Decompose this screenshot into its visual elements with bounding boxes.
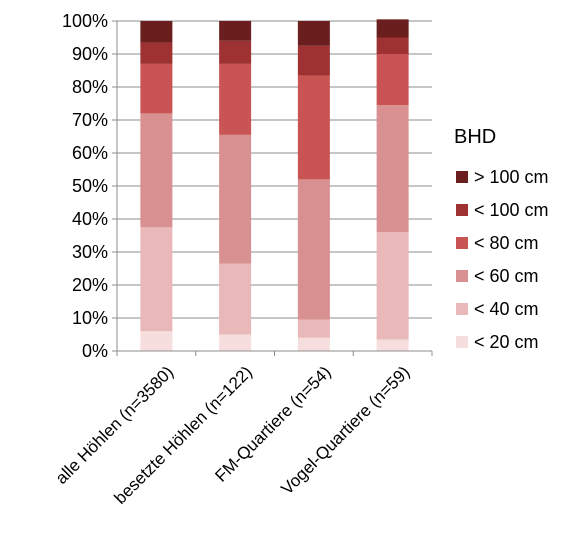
bar-segment xyxy=(219,263,252,335)
y-tick-label: 60% xyxy=(72,143,108,163)
bar-segment xyxy=(297,75,330,180)
bar-segment xyxy=(376,37,409,54)
bar-segment xyxy=(219,334,252,351)
bar-segment xyxy=(140,63,173,114)
legend-label: < 40 cm xyxy=(474,299,539,319)
bar-segment xyxy=(219,40,252,64)
y-tick-label: 20% xyxy=(72,275,108,295)
bar-segment xyxy=(297,319,330,338)
y-tick-label: 90% xyxy=(72,44,108,64)
bar-segment xyxy=(376,232,409,340)
bar-segment xyxy=(376,54,409,106)
bar-segment xyxy=(140,42,173,64)
legend-label: < 80 cm xyxy=(474,233,539,253)
legend-title: BHD xyxy=(454,126,496,148)
bar-segment xyxy=(376,19,409,38)
bar-segment xyxy=(297,21,330,46)
legend-swatch xyxy=(456,270,468,282)
y-tick-label: 80% xyxy=(72,77,108,97)
y-tick-label: 70% xyxy=(72,110,108,130)
legend-swatch xyxy=(456,237,468,249)
bar-segment xyxy=(297,337,330,351)
bar-segment xyxy=(140,227,173,332)
y-tick-label: 40% xyxy=(72,209,108,229)
legend-label: < 100 cm xyxy=(474,200,549,220)
x-category-label: Vogel-Quartiere (n=59) xyxy=(277,362,413,498)
y-tick-label: 30% xyxy=(72,242,108,262)
bar-segment xyxy=(297,179,330,320)
legend-swatch xyxy=(456,171,468,183)
legend-swatch xyxy=(456,336,468,348)
bar-segment xyxy=(140,331,173,351)
bars xyxy=(140,19,409,351)
bar-segment xyxy=(219,134,252,264)
bar-segment xyxy=(219,21,252,41)
bar-segment xyxy=(376,339,409,351)
y-tick-label: 0% xyxy=(82,341,108,361)
legend-label: < 20 cm xyxy=(474,332,539,352)
bar-segment xyxy=(297,45,330,76)
y-tick-label: 100% xyxy=(62,11,108,31)
legend-swatch xyxy=(456,204,468,216)
y-tick-label: 10% xyxy=(72,308,108,328)
legend-label: < 60 cm xyxy=(474,266,539,286)
bar-segment xyxy=(140,113,173,228)
bar-segment xyxy=(219,63,252,135)
bar-segment xyxy=(140,21,173,43)
x-category-label: besetzte Höhlen (n=122) xyxy=(111,362,256,507)
legend-label: > 100 cm xyxy=(474,167,549,187)
y-tick-label: 50% xyxy=(72,176,108,196)
legend-swatch xyxy=(456,303,468,315)
legend: BHD > 100 cm < 100 cm < 80 cm < 60 cm < 40 cm… xyxy=(454,126,549,352)
bar-segment xyxy=(376,105,409,233)
